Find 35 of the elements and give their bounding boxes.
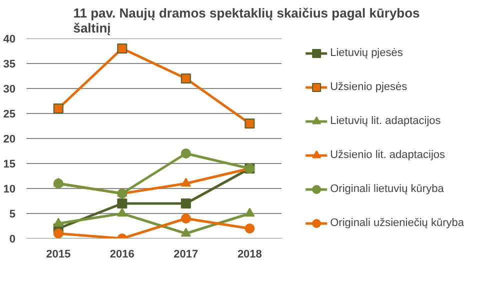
y-tick-label: 35: [3, 58, 16, 70]
point: [53, 104, 64, 114]
point: [244, 208, 255, 217]
point: [117, 198, 128, 208]
point: [180, 178, 191, 187]
point: [117, 208, 128, 217]
x-tick-label: 2017: [174, 248, 198, 260]
y-tick-label: 10: [3, 184, 16, 196]
legend-label: Lietuvių pjesės: [330, 47, 403, 59]
chart-title: 11 pav. Naujų dramos spektaklių skaičius pagal kūrybos šaltinį: [73, 6, 420, 36]
point: [53, 228, 64, 238]
point: [180, 228, 191, 237]
y-tick-label: 30: [3, 84, 16, 96]
x-tick-label: 2018: [237, 248, 262, 260]
point: [117, 44, 128, 54]
y-tick-label: 15: [3, 158, 16, 170]
x-tick-label: 2015: [46, 248, 71, 260]
y-tick-label: 5: [9, 208, 16, 220]
y-tick-label: 20: [3, 134, 16, 146]
legend-label: Užsienio lit. adaptacijos: [330, 149, 446, 161]
point: [53, 218, 64, 227]
y-tick-label: 25: [3, 108, 16, 120]
point: [244, 224, 255, 234]
point: [180, 214, 191, 224]
legend-label: Lietuvių lit. adaptacijos: [330, 115, 441, 127]
point: [180, 198, 191, 208]
legend-label: Originali užsieniečių kūryba: [330, 217, 464, 229]
x-tick-label: 2016: [110, 248, 134, 260]
point: [180, 74, 191, 84]
legend-label: Užsienio pjesės: [330, 81, 408, 93]
point: [244, 118, 255, 128]
y-tick-label: 40: [3, 34, 16, 46]
point: [180, 148, 191, 158]
y-tick-label: 0: [9, 234, 16, 246]
legend-label: Originali lietuvių kūryba: [330, 183, 444, 195]
